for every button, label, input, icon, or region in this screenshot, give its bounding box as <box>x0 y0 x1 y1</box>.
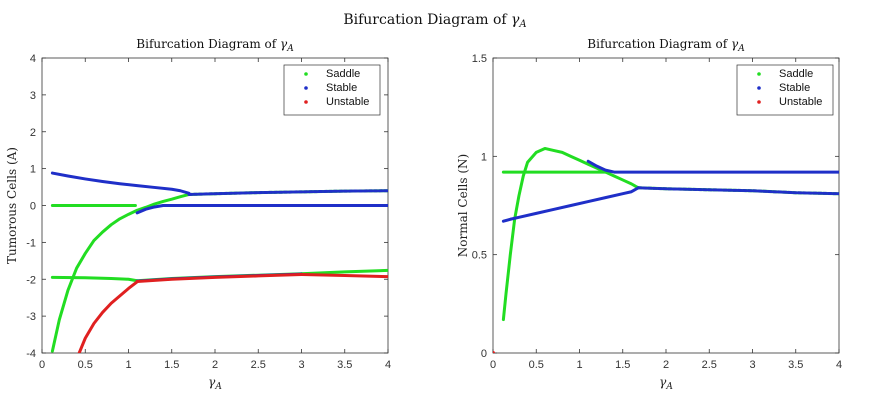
legend-marker <box>757 100 761 104</box>
data-layer <box>493 146 839 353</box>
y-tick-label: 3 <box>30 90 36 102</box>
y-axis-label: Normal Cells (N) <box>456 154 470 257</box>
axes-normal-cells: Bifurcation Diagram of γA 0 0.5 1 1.5 2 2.5 3 3.… <box>456 37 842 392</box>
data-layer <box>50 171 388 353</box>
x-tick-label: 0.5 <box>78 359 93 371</box>
y-tick-label: -2 <box>26 274 36 286</box>
x-tick-label: 3 <box>749 359 755 371</box>
legend-entry: Saddle <box>779 68 813 80</box>
series-curve <box>636 186 839 196</box>
x-tick-label: 0 <box>39 359 45 371</box>
legend-entry: Unstable <box>779 96 822 108</box>
subplot-title: Bifurcation Diagram of γA <box>136 37 294 54</box>
legend-marker <box>304 100 308 104</box>
x-axis-label: γA <box>659 375 673 392</box>
series-curve <box>586 159 839 174</box>
series-curve <box>501 186 640 223</box>
y-tick-label: 0 <box>481 348 487 360</box>
figure-suptitle: Bifurcation Diagram of γA <box>343 12 526 30</box>
series-curve <box>50 192 191 353</box>
legend-box <box>736 64 834 116</box>
y-tick-label: -3 <box>26 311 36 323</box>
series-curve <box>135 272 303 283</box>
legend: Saddle Stable Unstable <box>736 64 834 116</box>
legend-marker <box>304 86 308 90</box>
x-tick-label: 1.5 <box>615 359 630 371</box>
x-tick-label: 1.5 <box>164 359 179 371</box>
x-tick-label: 0.5 <box>529 359 544 371</box>
series-curve <box>50 275 139 283</box>
y-tick-label: 1 <box>30 164 36 176</box>
x-tick-label: 0 <box>490 359 496 371</box>
x-tick-label: 2 <box>663 359 669 371</box>
legend-marker <box>304 72 308 76</box>
series-unstable <box>493 351 495 353</box>
x-tick-label: 1 <box>125 359 131 371</box>
legend-marker <box>757 72 761 76</box>
y-tick-label: 0 <box>30 201 36 213</box>
y-axis-label: Tumorous Cells (A) <box>5 147 19 264</box>
series-point <box>493 351 495 353</box>
y-tick-label: 1 <box>481 151 487 163</box>
subplot-title: Bifurcation Diagram of γA <box>587 37 745 54</box>
y-tick-label: -4 <box>26 348 36 360</box>
series-curve <box>300 268 388 276</box>
x-axis-label: γA <box>208 375 222 392</box>
x-tick-label: 2.5 <box>251 359 266 371</box>
x-tick-label: 4 <box>385 359 391 371</box>
series-unstable <box>77 272 388 353</box>
axes-tumorous-cells: Bifurcation Diagram of γA 0 0.5 1 1.5 2 2.5 3 3.… <box>5 37 391 392</box>
x-tick-label: 2.5 <box>702 359 717 371</box>
series-curve <box>50 171 191 195</box>
series-curve <box>187 189 388 196</box>
series-curve <box>77 280 139 353</box>
y-tick-label: 0.5 <box>472 250 487 262</box>
legend-entry: Stable <box>326 82 357 94</box>
x-tick-label: 3.5 <box>788 359 803 371</box>
legend: Saddle Stable Unstable <box>283 64 381 116</box>
series-curve <box>300 272 388 279</box>
legend-marker <box>757 86 761 90</box>
legend-entry: Unstable <box>326 96 369 108</box>
legend-entry: Stable <box>779 82 810 94</box>
series-curve <box>501 146 640 322</box>
y-tick-label: 1.5 <box>472 53 487 65</box>
series-curve <box>135 204 388 215</box>
x-tick-label: 3 <box>298 359 304 371</box>
y-tick-label: 4 <box>30 53 36 65</box>
x-tick-label: 3.5 <box>337 359 352 371</box>
y-tick-label: -1 <box>26 237 36 249</box>
x-tick-label: 2 <box>212 359 218 371</box>
series-stable <box>501 159 839 223</box>
x-tick-label: 4 <box>836 359 842 371</box>
legend-entry: Saddle <box>326 68 360 80</box>
y-tick-label: 2 <box>30 127 36 139</box>
x-tick-label: 1 <box>576 359 582 371</box>
legend-box <box>283 64 381 116</box>
